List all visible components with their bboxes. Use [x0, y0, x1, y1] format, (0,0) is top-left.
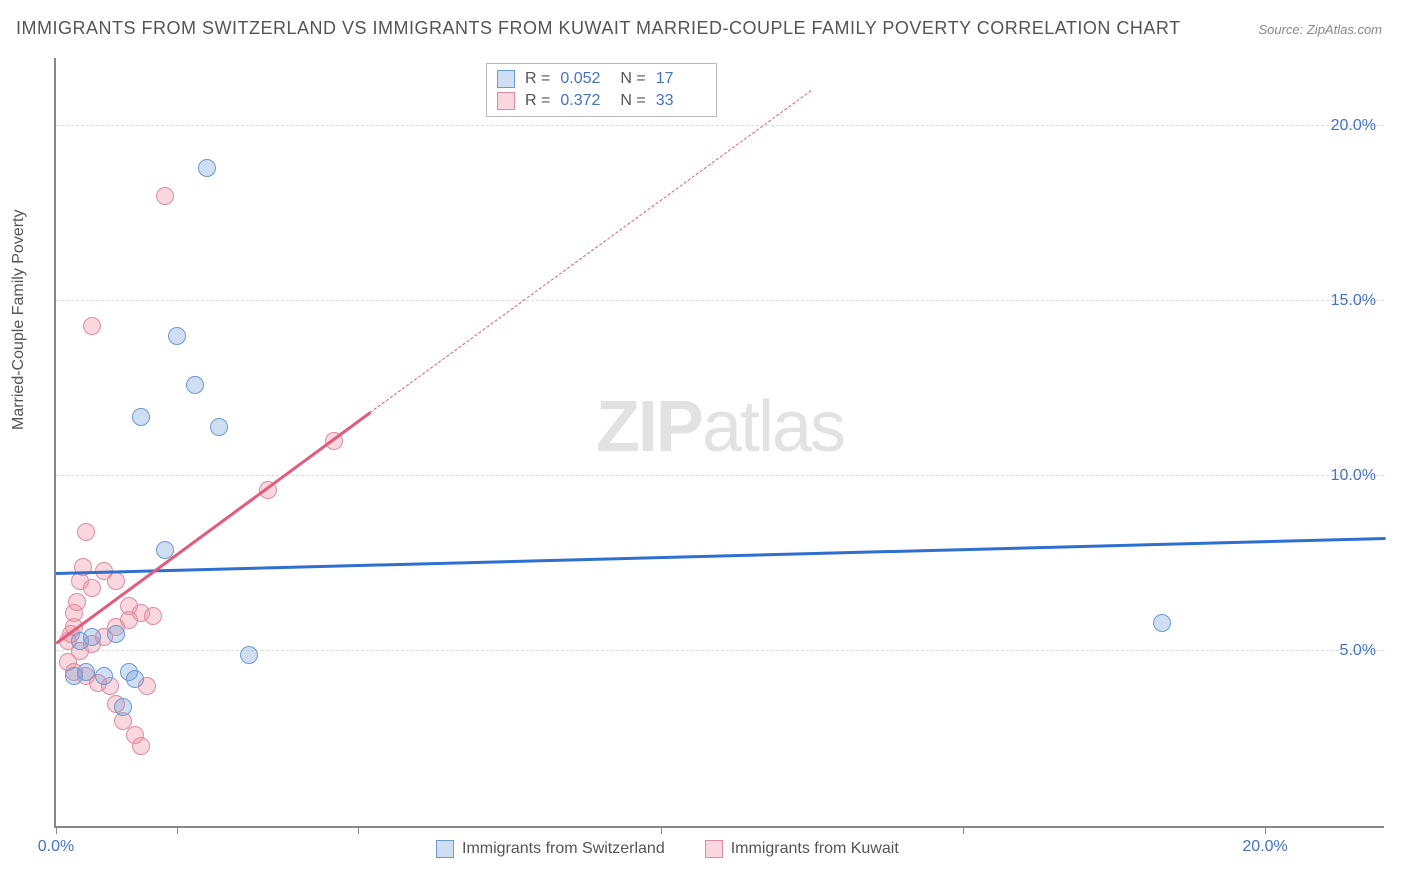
data-point-switzerland — [1153, 614, 1171, 632]
data-point-kuwait — [77, 523, 95, 541]
stat-value-n: 33 — [656, 92, 706, 110]
stats-row: R = 0.372 N = 33 — [497, 90, 706, 112]
stat-label-r: R = — [525, 92, 550, 110]
watermark: ZIPatlas — [596, 386, 844, 468]
x-tick — [963, 826, 964, 834]
legend-label: Immigrants from Switzerland — [462, 840, 665, 858]
y-tick-label: 20.0% — [1321, 117, 1376, 135]
stats-legend-box: R = 0.052 N = 17 R = 0.372 N = 33 — [486, 63, 717, 117]
data-point-switzerland — [126, 670, 144, 688]
chart-title: IMMIGRANTS FROM SWITZERLAND VS IMMIGRANT… — [16, 18, 1181, 39]
trendline — [55, 411, 371, 644]
data-point-switzerland — [186, 376, 204, 394]
legend-swatch — [705, 840, 723, 858]
data-point-kuwait — [144, 607, 162, 625]
data-point-switzerland — [240, 646, 258, 664]
x-tick-label: 0.0% — [38, 838, 74, 856]
stat-label-r: R = — [525, 70, 550, 88]
data-point-switzerland — [77, 663, 95, 681]
data-point-switzerland — [132, 408, 150, 426]
legend-swatch — [497, 70, 515, 88]
legend-swatch — [497, 92, 515, 110]
data-point-kuwait — [120, 597, 138, 615]
data-point-kuwait — [132, 737, 150, 755]
trendline — [56, 537, 1386, 574]
legend-label: Immigrants from Kuwait — [731, 840, 899, 858]
data-point-switzerland — [210, 418, 228, 436]
stats-row: R = 0.052 N = 17 — [497, 68, 706, 90]
x-tick — [661, 826, 662, 834]
y-tick-label: 10.0% — [1321, 467, 1376, 485]
trendline-extrapolated — [370, 90, 812, 413]
data-point-kuwait — [68, 593, 86, 611]
gridline-horizontal — [56, 300, 1384, 301]
data-point-kuwait — [83, 317, 101, 335]
legend-item-kuwait: Immigrants from Kuwait — [705, 840, 899, 858]
y-tick-label: 15.0% — [1321, 292, 1376, 310]
data-point-switzerland — [198, 159, 216, 177]
data-point-kuwait — [107, 572, 125, 590]
x-tick — [358, 826, 359, 834]
stat-value-r: 0.372 — [560, 92, 610, 110]
y-tick-label: 5.0% — [1330, 642, 1376, 660]
gridline-horizontal — [56, 475, 1384, 476]
data-point-switzerland — [95, 667, 113, 685]
x-tick — [56, 826, 57, 834]
stat-value-n: 17 — [656, 70, 706, 88]
data-point-switzerland — [107, 625, 125, 643]
source-attribution: Source: ZipAtlas.com — [1258, 22, 1382, 37]
data-point-switzerland — [83, 628, 101, 646]
stat-label-n: N = — [620, 92, 645, 110]
x-tick-label: 20.0% — [1242, 838, 1287, 856]
stat-label-n: N = — [620, 70, 645, 88]
stat-value-r: 0.052 — [560, 70, 610, 88]
x-tick — [1265, 826, 1266, 834]
data-point-kuwait — [83, 579, 101, 597]
gridline-horizontal — [56, 125, 1384, 126]
x-tick — [177, 826, 178, 834]
legend-item-switzerland: Immigrants from Switzerland — [436, 840, 665, 858]
plot-area: ZIPatlas R =0.052N =17R =0.372N =33 Immi… — [54, 58, 1384, 828]
legend-swatch — [436, 840, 454, 858]
data-point-kuwait — [156, 187, 174, 205]
y-axis-label: Married-Couple Family Poverty — [10, 209, 28, 430]
bottom-legend: Immigrants from Switzerland Immigrants fr… — [436, 840, 899, 858]
data-point-switzerland — [168, 327, 186, 345]
data-point-switzerland — [114, 698, 132, 716]
